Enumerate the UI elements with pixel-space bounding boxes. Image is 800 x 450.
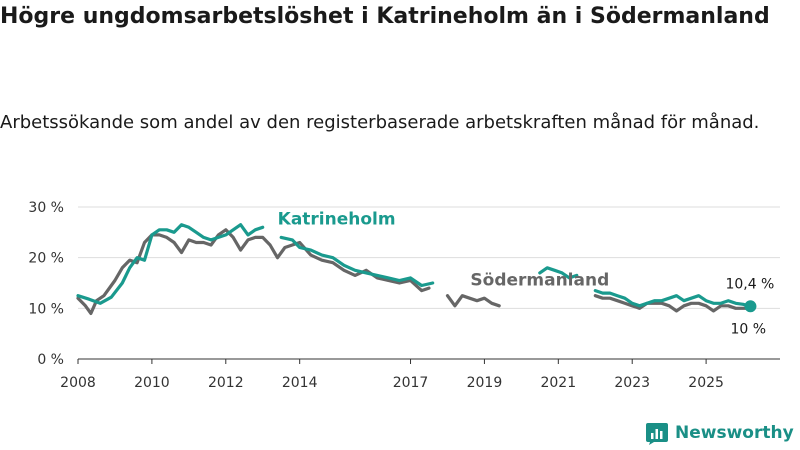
- x-tick-label: 2008: [60, 375, 96, 391]
- sodermanland-line-segment: [76, 228, 431, 315]
- chart-logo-icon: [646, 423, 668, 445]
- katrineholm-line-segment: [279, 235, 435, 288]
- katrineholm-series-label: Katrineholm: [278, 210, 396, 230]
- y-tick-label: 10 %: [28, 301, 64, 317]
- katrineholm-line-segment: [593, 288, 753, 308]
- x-tick-label: 2019: [467, 375, 503, 391]
- katrineholm-end-value: 10,4 %: [725, 276, 774, 292]
- katrineholm-line-segment: [76, 223, 265, 305]
- brand-name: Newsworthy: [675, 423, 794, 443]
- x-tick-label: 2017: [393, 375, 429, 391]
- y-tick-label: 0 %: [37, 352, 64, 368]
- sodermanland-end-value: 10 %: [730, 321, 766, 337]
- line-chart: 0 % 10 % 20 % 30 % 2008 2010 2012 2014 2017 2019 2…: [28, 200, 780, 391]
- y-tick-label: 20 %: [28, 251, 64, 267]
- x-tick-label: 2025: [688, 375, 724, 391]
- y-tick-label: 30 %: [28, 200, 64, 216]
- x-tick-label: 2023: [614, 375, 650, 391]
- chart-title: Högre ungdomsarbetslöshet i Katrineholm …: [0, 4, 770, 29]
- sodermanland-line-segment: [593, 294, 753, 313]
- x-tick-label: 2014: [282, 375, 318, 391]
- katrineholm-end-marker: [744, 300, 757, 313]
- katrineholm-line-segment: [538, 266, 579, 280]
- x-tick-label: 2012: [208, 375, 244, 391]
- chart-subtitle: Arbetssökande som andel av den registerb…: [0, 112, 760, 133]
- sodermanland-line-segment: [445, 294, 501, 308]
- newsworthy-logo: Newsworthy: [645, 420, 794, 446]
- x-tick-label: 2010: [134, 375, 170, 391]
- sodermanland-series-label: Södermanland: [470, 271, 609, 291]
- x-tick-label: 2021: [540, 375, 576, 391]
